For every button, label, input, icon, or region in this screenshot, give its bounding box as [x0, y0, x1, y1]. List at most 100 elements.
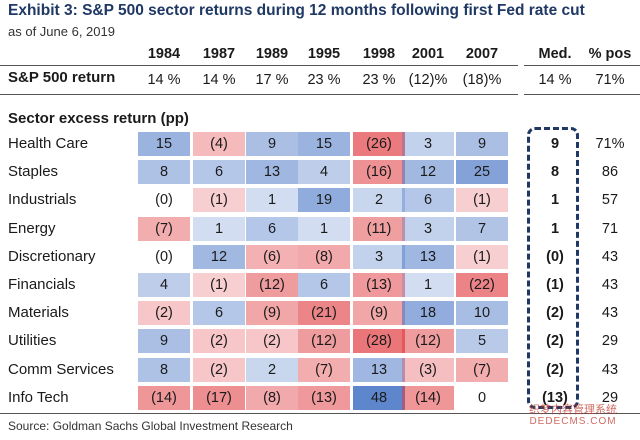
year-header-2007: 2007 [465, 46, 499, 62]
year-header-1987: 1987 [202, 46, 236, 62]
cell-info-tech-1995: (13) [298, 385, 350, 410]
pct-pos-utilities: 29 [601, 333, 619, 350]
cell-materials-1998: (9) [353, 301, 405, 326]
year-header-1989: 1989 [255, 46, 289, 62]
cell-info-tech-2007: 0 [477, 389, 487, 406]
row-label-comm-services: Comm Services [8, 360, 114, 378]
cell-materials-1989: (9) [246, 301, 298, 326]
pct-pos-industrials: 57 [601, 192, 619, 209]
cell-financials-1984: 4 [138, 273, 190, 297]
median-discretionary: (0) [546, 248, 564, 265]
cell-staples-1995: 4 [298, 160, 350, 185]
median-header: Med. [538, 46, 572, 62]
chart-title: Exhibit 3: S&P 500 sector returns during… [8, 2, 585, 19]
median-materials: (2) [546, 305, 564, 322]
cell-discretionary-1989: (6) [246, 244, 298, 269]
cell-financials-1998: (13) [353, 273, 405, 297]
sp500-value-1987: 14 % [202, 72, 236, 88]
cell-utilities-1984: 9 [138, 329, 190, 354]
cell-industrials-1987: (1) [193, 188, 245, 213]
sp500-value-1995: 23 % [307, 72, 341, 88]
bottom-rule [0, 413, 640, 414]
cell-financials-2007: (22) [456, 273, 508, 297]
cell-energy-1998: (11) [353, 216, 405, 241]
cell-comm-services-1995: (7) [298, 357, 350, 382]
pct-pos-health-care: 71% [595, 136, 625, 152]
cell-financials-1987: (1) [193, 273, 245, 297]
cell-energy-1984: (7) [138, 216, 190, 241]
cell-utilities-1989: (2) [246, 329, 298, 354]
cell-energy-2007: 7 [456, 216, 508, 241]
cell-comm-services-2001: (3) [402, 357, 454, 382]
cell-financials-2001: 1 [402, 273, 454, 297]
median-health-care: 9 [550, 136, 560, 152]
cell-energy-1995: 1 [298, 216, 350, 241]
cell-discretionary-1998: 3 [353, 244, 405, 269]
cell-info-tech-1989: (8) [246, 385, 298, 410]
row-label-utilities: Utilities [8, 332, 57, 350]
pct-pos-info-tech: 29 [601, 389, 619, 406]
cell-utilities-2007: 5 [456, 329, 508, 354]
row-label-health-care: Health Care [8, 135, 89, 152]
cell-staples-1998: (16) [353, 160, 405, 185]
cell-comm-services-1984: 8 [138, 357, 190, 382]
sp500-median: 14 % [538, 72, 572, 88]
cell-discretionary-1987: 12 [193, 244, 245, 269]
cell-health-care-1987: (4) [193, 132, 245, 156]
median-comm-services: (2) [546, 361, 564, 378]
cell-comm-services-1987: (2) [193, 357, 245, 382]
cell-materials-2007: 10 [456, 301, 508, 326]
median-staples: 8 [550, 164, 560, 181]
cell-staples-1987: 6 [193, 160, 245, 185]
sp500-label: S&P 500 return [8, 69, 116, 86]
cell-staples-1989: 13 [246, 160, 298, 185]
cell-discretionary-1984: (0) [155, 248, 173, 265]
header-rule-right [524, 65, 640, 66]
cell-health-care-2001: 3 [402, 132, 454, 156]
cell-info-tech-1998: 48 [353, 385, 405, 410]
cell-staples-2007: 25 [456, 160, 508, 185]
cell-health-care-2007: 9 [456, 132, 508, 156]
watermark-line-2: DEDECMS.COM [529, 416, 617, 427]
sp500-rule-right [524, 94, 640, 95]
median-highlight-box [527, 127, 579, 409]
cell-industrials-2001: 6 [402, 188, 454, 213]
source-note: Source: Goldman Sachs Global Investment … [8, 419, 293, 433]
year-header-2001: 2001 [411, 46, 445, 62]
watermark: 织梦内容管理系统 DEDECMS.COM [512, 404, 634, 428]
row-label-info-tech: Info Tech [8, 388, 69, 406]
cell-industrials-1998: 2 [353, 188, 405, 213]
cell-info-tech-2001: (14) [402, 385, 454, 410]
cell-comm-services-2007: (7) [456, 357, 508, 382]
pct-pos-financials: 43 [601, 277, 619, 293]
cell-materials-1984: (2) [138, 301, 190, 326]
sp500-value-1989: 17 % [255, 72, 289, 88]
year-header-1995: 1995 [307, 46, 341, 62]
cell-health-care-1998: (26) [353, 132, 405, 156]
cell-discretionary-2007: (1) [456, 244, 508, 269]
sp500-rule-left [0, 94, 518, 95]
cell-energy-1987: 1 [193, 216, 245, 241]
pct-pos-comm-services: 43 [601, 361, 619, 378]
median-energy: 1 [550, 220, 560, 237]
row-label-materials: Materials [8, 304, 69, 322]
watermark-line-1: 织梦内容管理系统 [529, 404, 617, 416]
median-utilities: (2) [546, 333, 564, 350]
header-rule-left [0, 65, 518, 66]
cell-staples-2001: 12 [402, 160, 454, 185]
cell-utilities-2001: (12) [402, 329, 454, 354]
cell-utilities-1995: (12) [298, 329, 350, 354]
pct-pos-energy: 71 [601, 220, 619, 237]
row-label-discretionary: Discretionary [8, 247, 96, 265]
cell-energy-1989: 6 [246, 216, 298, 241]
cell-materials-2001: 18 [402, 301, 454, 326]
cell-industrials-2007: (1) [456, 188, 508, 213]
cell-info-tech-1984: (14) [138, 385, 190, 410]
cell-energy-2001: 3 [402, 216, 454, 241]
chart-subtitle: as of June 6, 2019 [8, 24, 115, 39]
sp500-pct-pos: 71% [595, 72, 625, 88]
cell-materials-1995: (21) [298, 301, 350, 326]
cell-industrials-1989: 1 [246, 188, 298, 213]
pct-pos-staples: 86 [601, 164, 619, 181]
sp500-value-2001: (12)% [408, 72, 448, 88]
